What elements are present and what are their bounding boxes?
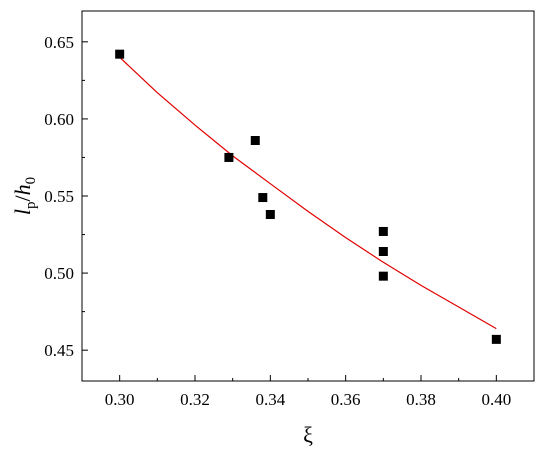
data-point [265, 210, 275, 219]
x-tick-label: 0.36 [331, 390, 361, 409]
y-tick-label: 0.65 [44, 33, 74, 52]
x-tick-label: 0.38 [406, 390, 436, 409]
x-tick-label: 0.34 [255, 390, 285, 409]
data-point [258, 193, 268, 203]
y-tick-label: 0.50 [44, 264, 74, 283]
fit-curve [119, 56, 497, 330]
data-point [378, 271, 388, 281]
y-axis-title: lp/h0 [10, 177, 39, 215]
x-tick-label: 0.30 [105, 390, 135, 409]
series-layer [115, 49, 501, 344]
y-axis-ticks: 0.45 0.50 0.55 0.60 0.65 [44, 33, 88, 360]
y-tick-label: 0.60 [44, 110, 74, 129]
y-tick-label: 0.55 [44, 187, 74, 206]
data-point [115, 49, 125, 59]
x-axis-title: ξ [303, 422, 313, 447]
y-tick-label: 0.45 [44, 341, 74, 360]
data-point [491, 334, 501, 344]
data-point [378, 226, 388, 236]
x-axis-ticks: 0.30 0.32 0.34 0.36 0.38 0.40 [105, 375, 511, 409]
data-point [224, 152, 234, 162]
data-point [378, 247, 388, 256]
data-point [250, 136, 260, 145]
x-tick-label: 0.32 [180, 390, 210, 409]
x-tick-label: 0.40 [481, 390, 511, 409]
plot-frame [81, 10, 535, 382]
